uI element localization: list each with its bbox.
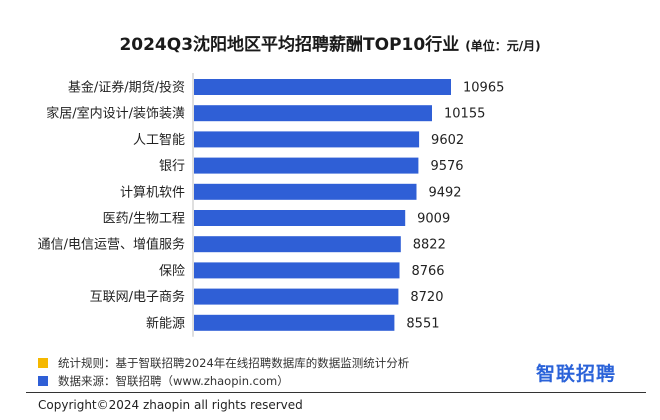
bar-1 bbox=[194, 105, 432, 122]
chart-unit: (单位：元/月) bbox=[465, 39, 541, 53]
value-label-7: 8766 bbox=[411, 264, 444, 279]
category-label-3: 银行 bbox=[159, 159, 185, 174]
footer-note-source-text: 数据来源：智联招聘（www.zhaopin.com） bbox=[58, 374, 289, 388]
category-label-1: 家居/室内设计/装饰装潢 bbox=[46, 106, 185, 122]
value-label-8: 8720 bbox=[410, 290, 443, 305]
footer-divider bbox=[26, 392, 646, 393]
bar-5 bbox=[194, 210, 406, 226]
category-label-8: 互联网/电子商务 bbox=[90, 289, 185, 305]
bar-2 bbox=[194, 131, 420, 148]
category-label-5: 医药/生物工程 bbox=[103, 212, 185, 227]
bar-3 bbox=[194, 157, 419, 174]
footer-note-source: 数据来源：智联招聘（www.zhaopin.com） bbox=[38, 373, 289, 389]
zhaopin-logo: 智联招聘 bbox=[536, 363, 617, 385]
category-label-6: 通信/电信运营、增值服务 bbox=[38, 237, 185, 253]
copyright-text: Copyright©2024 zhaopin all rights reserv… bbox=[38, 398, 303, 412]
value-label-4: 9492 bbox=[428, 185, 461, 200]
blue-square-icon bbox=[38, 376, 48, 386]
value-label-3: 9576 bbox=[430, 159, 463, 174]
chart-title: 2024Q3沈阳地区平均招聘薪酬TOP10行业 (单位：元/月) bbox=[0, 30, 660, 55]
category-label-4: 计算机软件 bbox=[120, 185, 185, 200]
chart-title-text: 2024Q3沈阳地区平均招聘薪酬TOP10行业 bbox=[119, 35, 460, 55]
bar-0 bbox=[194, 79, 451, 95]
value-label-0: 10965 bbox=[463, 81, 504, 96]
bar-6 bbox=[194, 236, 401, 253]
footer-note-rule-text: 统计规则：基于智联招聘2024年在线招聘数据库的数据监测统计分析 bbox=[58, 356, 410, 370]
category-label-0: 基金/证券/期货/投资 bbox=[68, 80, 185, 96]
value-label-1: 10155 bbox=[444, 107, 485, 122]
value-label-9: 8551 bbox=[406, 316, 439, 331]
value-label-5: 9009 bbox=[417, 212, 450, 227]
value-label-6: 8822 bbox=[413, 238, 446, 253]
bar-7 bbox=[194, 262, 400, 279]
bar-4 bbox=[194, 183, 417, 200]
bar-8 bbox=[194, 288, 399, 305]
category-label-9: 新能源 bbox=[146, 315, 185, 331]
bars-group: 基金/证券/期货/投资 10965 家居/室内设计/装饰装潢 10155 人工智能 960… bbox=[38, 73, 504, 337]
yellow-square-icon bbox=[38, 358, 48, 368]
value-label-2: 9602 bbox=[431, 133, 464, 148]
category-label-2: 人工智能 bbox=[133, 133, 185, 148]
category-label-7: 保险 bbox=[159, 264, 185, 279]
footer-note-rule: 统计规则：基于智联招聘2024年在线招聘数据库的数据监测统计分析 bbox=[38, 355, 409, 371]
bar-chart: 基金/证券/期货/投资 10965 家居/室内设计/装饰装潢 10155 人工智能 960… bbox=[38, 73, 504, 337]
bar-9 bbox=[194, 314, 395, 331]
